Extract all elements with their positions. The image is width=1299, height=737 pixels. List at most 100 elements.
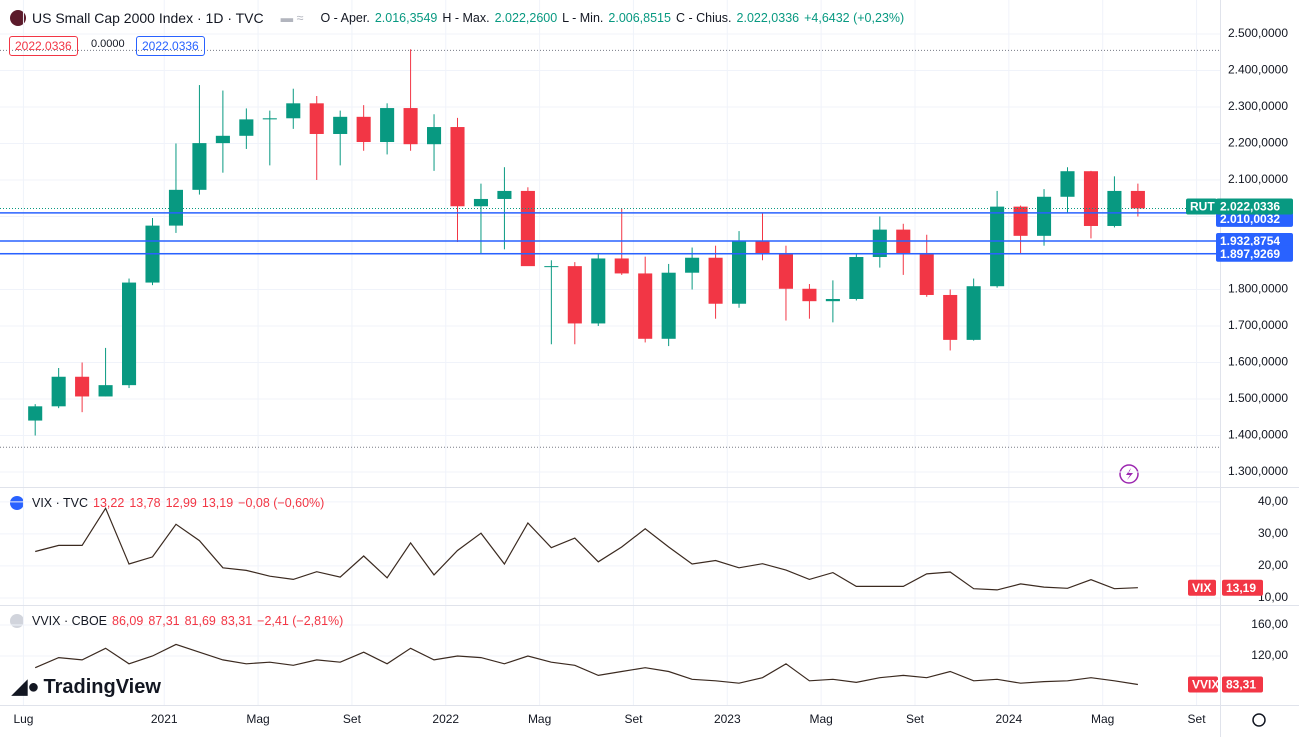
brand-logo[interactable]: ◢● TradingView <box>12 676 161 698</box>
candle-body <box>215 135 230 144</box>
y-tick-label: 160,00 <box>1251 617 1288 631</box>
candle-body <box>567 266 582 324</box>
flag-icon <box>10 496 24 510</box>
vix-legend: VIX · TVC 13,22 13,78 12,99 13,19 −0,08 … <box>32 496 324 510</box>
vvix-legend: VVIX · CBOE 86,09 87,31 81,69 83,31 −2,4… <box>32 614 343 628</box>
candle-body <box>75 376 90 397</box>
y-tick-label: 30,00 <box>1258 526 1288 540</box>
y-tick-label: 2.400,0000 <box>1228 63 1288 77</box>
bid-badge[interactable]: 2022.0336 <box>9 36 78 56</box>
x-tick-label: Mag <box>809 712 832 726</box>
last-name: VVIX <box>1192 678 1219 692</box>
hline-label-bg <box>1216 210 1293 227</box>
candle-body <box>497 190 512 199</box>
vvix-change: −2,41 (−2,81%) <box>257 614 344 628</box>
spread-badge: 0.0000 <box>91 38 125 50</box>
candle-body <box>544 266 559 268</box>
legend-controls[interactable]: ▬ ≈ <box>280 11 304 25</box>
vvix-low: 81,69 <box>184 614 216 628</box>
series-line <box>35 507 1138 591</box>
vvix-open: 86,09 <box>112 614 144 628</box>
candle-body <box>708 257 723 304</box>
candle-body <box>661 272 676 339</box>
y-tick-label: 2.100,0000 <box>1228 172 1288 186</box>
y-tick-label: 2.500,0000 <box>1228 26 1288 40</box>
vvix-title[interactable]: VVIX · CBOE <box>32 614 108 628</box>
candle-body <box>286 103 301 119</box>
y-tick-label: 1.600,0000 <box>1228 355 1288 369</box>
y-tick-label: 2.200,0000 <box>1228 136 1288 150</box>
candle-body <box>520 190 535 267</box>
candle-body <box>614 258 629 274</box>
last-value-bg <box>1222 579 1263 596</box>
x-tick-label: Mag <box>528 712 551 726</box>
last-price-bg <box>1216 198 1293 215</box>
candle-body <box>872 229 887 258</box>
y-tick-label: 1.700,0000 <box>1228 318 1288 332</box>
x-tick-label: Mag <box>246 712 269 726</box>
candle-body <box>1083 171 1098 226</box>
candle-body <box>403 108 418 145</box>
settings-icon[interactable] <box>1252 713 1266 727</box>
high-value: 2.022,2600 <box>494 11 558 25</box>
change-value: +4,6432 (+0,23%) <box>804 11 905 25</box>
candle-body <box>51 376 66 407</box>
y-tick-label: 1.800,0000 <box>1228 282 1288 296</box>
lightning-glyph <box>1126 468 1133 480</box>
symbol-title[interactable]: US Small Cap 2000 Index · 1D · TVC <box>32 10 264 26</box>
candle-body <box>1037 196 1052 236</box>
candle-body <box>966 286 981 340</box>
candle-body <box>1013 206 1028 236</box>
vvix-high: 87,31 <box>148 614 180 628</box>
candle-body <box>427 127 442 145</box>
y-tick-label: 20,00 <box>1258 558 1288 572</box>
vix-low: 12,99 <box>165 496 197 510</box>
candle-body <box>122 282 137 386</box>
candle-body <box>919 252 934 295</box>
open-value: 2.016,3549 <box>374 11 438 25</box>
ask-badge[interactable]: 2022.0336 <box>136 36 205 56</box>
candle-body <box>28 406 43 421</box>
candle-body <box>333 116 348 134</box>
last-name: VIX <box>1192 581 1211 595</box>
x-tick-label: Set <box>1188 712 1207 726</box>
candle-body <box>825 298 840 302</box>
close-label: C - Chius. <box>675 11 732 25</box>
lightning-icon[interactable] <box>1119 464 1139 484</box>
candle-body <box>990 206 1005 287</box>
candle-body <box>755 241 770 255</box>
x-tick-label: 2022 <box>432 712 459 726</box>
y-tick-label: 120,00 <box>1251 648 1288 662</box>
close-value: 2.022,0336 <box>736 11 800 25</box>
hline-label: 1.897,9269 <box>1220 247 1280 261</box>
hline-label: 1.932,8754 <box>1220 234 1280 248</box>
vix-high: 13,78 <box>129 496 161 510</box>
x-tick-label: Set <box>624 712 643 726</box>
candle-body <box>1107 190 1122 226</box>
candle-body <box>802 288 817 302</box>
open-label: O - Aper. <box>320 11 370 25</box>
vix-open: 13,22 <box>93 496 125 510</box>
candle-body <box>309 103 324 134</box>
last-price: 2.022,0336 <box>1220 200 1280 214</box>
candle-body <box>262 118 277 120</box>
last-name-bg <box>1188 676 1218 693</box>
candle-body <box>1130 190 1145 209</box>
last-name-bg <box>1186 198 1217 215</box>
candle-body <box>356 116 371 143</box>
y-tick-label: 2.300,0000 <box>1228 99 1288 113</box>
vix-title[interactable]: VIX · TVC <box>32 496 89 510</box>
y-tick-label: 10,00 <box>1258 590 1288 604</box>
grid <box>0 0 1220 705</box>
hline-label: 2.010,0032 <box>1220 212 1280 226</box>
candle-body <box>450 127 465 207</box>
last-value-bg <box>1222 676 1263 693</box>
last-value: 83,31 <box>1226 678 1256 692</box>
hline-label-bg <box>1216 232 1293 249</box>
vix-close: 13,19 <box>201 496 234 510</box>
x-tick-label: 2024 <box>995 712 1022 726</box>
y-tick-label: 1.400,0000 <box>1228 428 1288 442</box>
x-tick-label: Lug <box>13 712 33 726</box>
